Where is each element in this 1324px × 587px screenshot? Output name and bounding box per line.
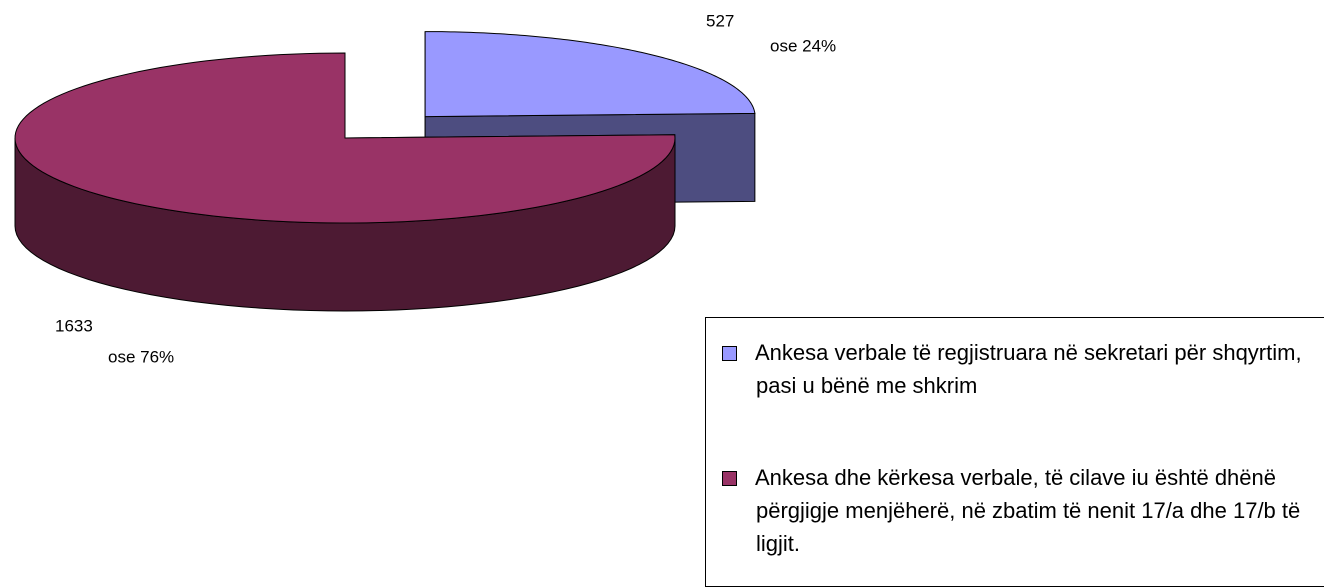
percent-label: ose 24% bbox=[770, 36, 836, 55]
legend-label: Ankesa verbale të regjistruara në sekret… bbox=[755, 340, 1302, 398]
legend: Ankesa verbale të regjistruara në sekret… bbox=[705, 317, 1324, 587]
percent-label: ose 76% bbox=[108, 347, 174, 366]
legend-swatch bbox=[722, 471, 737, 486]
legend-entry: Ankesa verbale të regjistruara në sekret… bbox=[722, 336, 1312, 402]
legend-label: Ankesa dhe kërkesa verbale, të cilave iu… bbox=[755, 465, 1301, 556]
legend-entry: Ankesa dhe kërkesa verbale, të cilave iu… bbox=[722, 461, 1312, 560]
legend-swatch bbox=[722, 346, 737, 361]
data-label: 527 bbox=[706, 11, 734, 30]
chart: 527 ose 24% 1633 ose 76% bbox=[14, 11, 836, 366]
slice bbox=[424, 31, 756, 118]
slice bbox=[14, 52, 676, 224]
page: {"chart_data": {"type": "pie3d", "catego… bbox=[14, 11, 1324, 587]
data-label: 1633 bbox=[55, 316, 93, 335]
